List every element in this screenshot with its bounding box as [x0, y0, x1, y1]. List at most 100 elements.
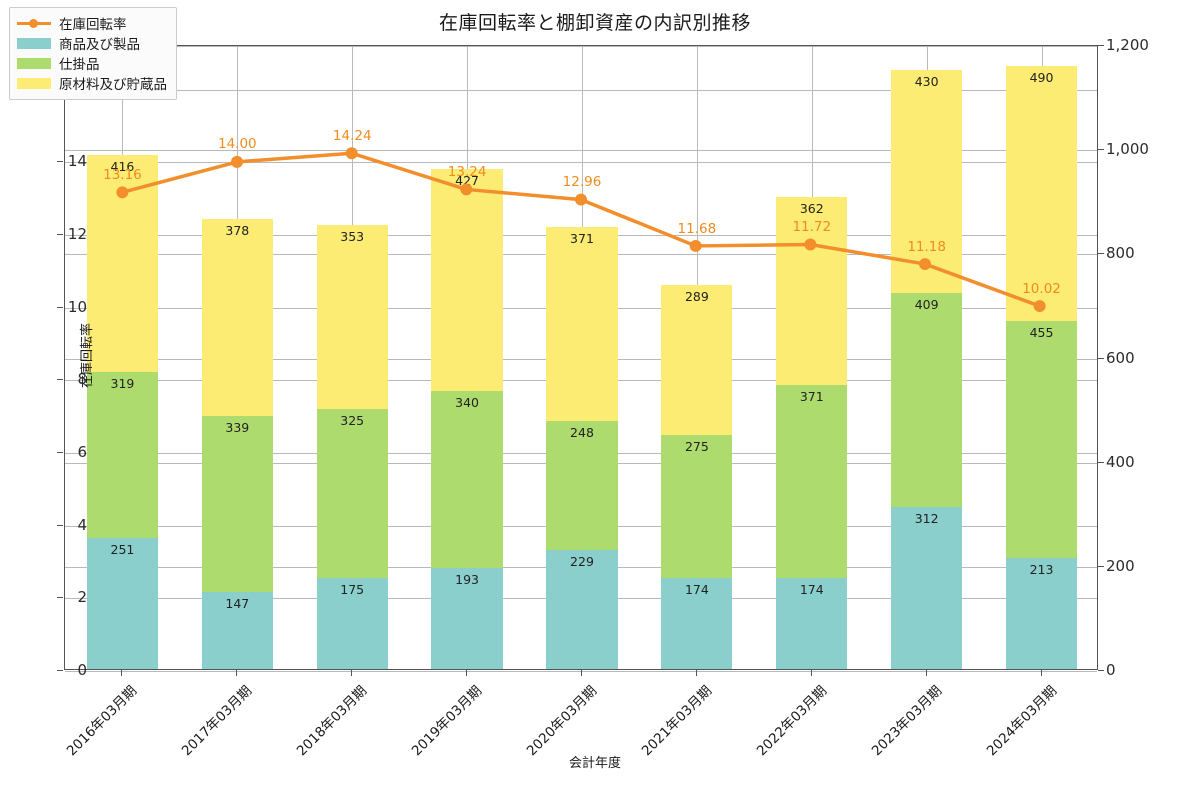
plot-area: 251 319 416 147 339 378 175 325 353 193 340 427 229 2… — [64, 44, 1098, 672]
y-axis-left-tick-label: 8 — [77, 370, 87, 389]
y-axis-left-tick-mark — [57, 379, 63, 381]
bar-segment[interactable]: 339 — [201, 415, 273, 593]
bar-segment-value: 193 — [455, 572, 480, 588]
bar-segment[interactable]: 312 — [891, 506, 963, 669]
line-point-value: 14.00 — [218, 136, 257, 153]
bar-segment[interactable]: 427 — [431, 169, 503, 392]
line-point-value: 13.24 — [447, 163, 487, 180]
y-axis-left-tick-mark — [57, 670, 63, 671]
bar-segment-value: 229 — [570, 553, 594, 569]
y-axis-right-tick-label: 1,200 — [1106, 36, 1149, 54]
y-axis-right-tick-mark — [1098, 357, 1104, 359]
bar-segment[interactable]: 193 — [431, 568, 503, 669]
y-axis-right-tick-label: 1,000 — [1106, 140, 1149, 159]
bar-segment[interactable]: 174 — [776, 578, 848, 669]
bar-segment-value: 174 — [684, 582, 709, 598]
bar-segment[interactable]: 409 — [891, 293, 963, 507]
legend-item-label: 商品及び製品 — [59, 37, 140, 53]
line-point-value: 11.68 — [677, 220, 717, 237]
bar-segment[interactable]: 371 — [546, 227, 618, 421]
bar-stack[interactable]: 174 275 289 — [661, 44, 733, 669]
y-axis-left-tick-label: 14 — [67, 152, 87, 171]
x-axis-tick-mark — [121, 670, 123, 676]
y-axis-right-tick-mark — [1098, 45, 1104, 46]
y-axis-left-tick-label: 2 — [77, 588, 87, 607]
bar-segment-value: 147 — [225, 596, 250, 612]
y-axis-right-tick-label: 400 — [1106, 452, 1135, 471]
bar-segment[interactable]: 175 — [316, 577, 388, 669]
y-axis-right-tick-label: 0 — [1106, 661, 1116, 679]
bar-segment[interactable]: 430 — [891, 69, 963, 294]
y-axis-left-tick-label: 0 — [77, 661, 87, 679]
bar-stack[interactable]: 193 340 427 — [431, 44, 503, 669]
bar-segment[interactable]: 229 — [546, 549, 618, 669]
bar-segment-value: 371 — [799, 389, 824, 405]
bar-segment-value: 312 — [914, 510, 939, 526]
gridline-horizontal — [65, 89, 1097, 91]
y-axis-left-tick-label: 12 — [67, 224, 87, 243]
bar-segment-value: 325 — [340, 412, 365, 428]
bar-segment-value: 490 — [1029, 69, 1054, 85]
bar-stack[interactable]: 251 319 416 — [86, 44, 159, 669]
gridline-horizontal — [65, 150, 1097, 152]
y-axis-left-tick-mark — [57, 161, 63, 163]
bar-segment[interactable]: 378 — [201, 219, 273, 416]
bar-segment[interactable]: 371 — [776, 385, 848, 579]
bar-segment[interactable]: 213 — [1005, 558, 1078, 669]
bar-segment-value: 251 — [110, 542, 135, 558]
line-point-value: 12.96 — [562, 174, 602, 191]
bar-segment[interactable]: 147 — [201, 592, 273, 669]
bar-segment[interactable]: 174 — [661, 578, 733, 669]
bar-segment[interactable]: 319 — [86, 372, 159, 539]
bar-segment-value: 339 — [225, 419, 250, 435]
bar-segment[interactable]: 416 — [86, 155, 159, 373]
bar-segment[interactable]: 455 — [1005, 321, 1078, 559]
bar-segment-value: 378 — [225, 223, 250, 238]
y-axis-left-tick-mark — [57, 597, 63, 599]
bar-segment-value: 409 — [914, 297, 939, 313]
bar-stack[interactable]: 312 409 430 — [891, 44, 963, 669]
bar-segment[interactable]: 353 — [316, 224, 388, 409]
legend-item-label: 在庫回転率 — [59, 17, 127, 33]
y-axis-right-tick-label: 800 — [1106, 244, 1135, 263]
chart-title: 在庫回転率と棚卸資産の内訳別推移 — [438, 12, 751, 34]
legend-item[interactable]: 商品及び製品 — [17, 33, 167, 53]
x-axis-tick-mark — [351, 670, 353, 676]
legend-item-label: 仕掛品 — [59, 57, 100, 73]
bar-segment-value: 430 — [914, 73, 939, 89]
bar-segment[interactable]: 325 — [316, 408, 388, 578]
line-point-value: 11.18 — [907, 238, 946, 255]
legend-item[interactable]: 在庫回転率 — [17, 13, 167, 33]
bar-stack[interactable]: 229 248 371 — [546, 44, 618, 669]
line-point-value: 10.02 — [1022, 280, 1061, 297]
bar-segment[interactable]: 248 — [546, 420, 618, 550]
y-axis-right-tick-mark — [1098, 670, 1104, 671]
y-axis-left-tick-label: 6 — [77, 442, 87, 461]
y-axis-left-tick-mark — [57, 306, 63, 308]
y-axis-right-tick-label: 600 — [1106, 348, 1135, 367]
bar-stack[interactable]: 213 455 490 — [1005, 44, 1078, 669]
x-axis-label: 会計年度 — [568, 756, 621, 771]
legend-item[interactable]: 原材料及び貯蔵品 — [17, 73, 167, 93]
bar-segment-value: 275 — [684, 439, 709, 455]
bar-segment[interactable]: 275 — [661, 435, 733, 579]
legend-swatch-icon — [17, 37, 51, 49]
bar-segment-value: 213 — [1029, 562, 1054, 578]
bar-segment-value: 340 — [455, 395, 480, 411]
y-axis-right-tick-mark — [1098, 461, 1104, 463]
bar-segment[interactable]: 340 — [431, 391, 503, 569]
bar-segment-value: 362 — [799, 200, 824, 216]
chart-legend: 在庫回転率商品及び製品 仕掛品 原材料及び貯蔵品 — [9, 7, 177, 100]
bar-segment-value: 319 — [110, 376, 135, 392]
legend-item[interactable]: 仕掛品 — [17, 53, 167, 73]
bar-segment[interactable]: 289 — [661, 284, 733, 436]
x-axis-tick-mark — [466, 670, 468, 676]
bar-segment-value: 455 — [1029, 325, 1054, 341]
x-axis-tick-mark — [925, 670, 927, 676]
bar-stack[interactable]: 174 371 362 — [776, 44, 848, 669]
bar-segment-value: 174 — [799, 582, 824, 598]
bar-segment-value: 248 — [570, 424, 594, 440]
legend-line-marker-icon — [17, 16, 51, 30]
bar-segment[interactable]: 251 — [86, 538, 159, 669]
